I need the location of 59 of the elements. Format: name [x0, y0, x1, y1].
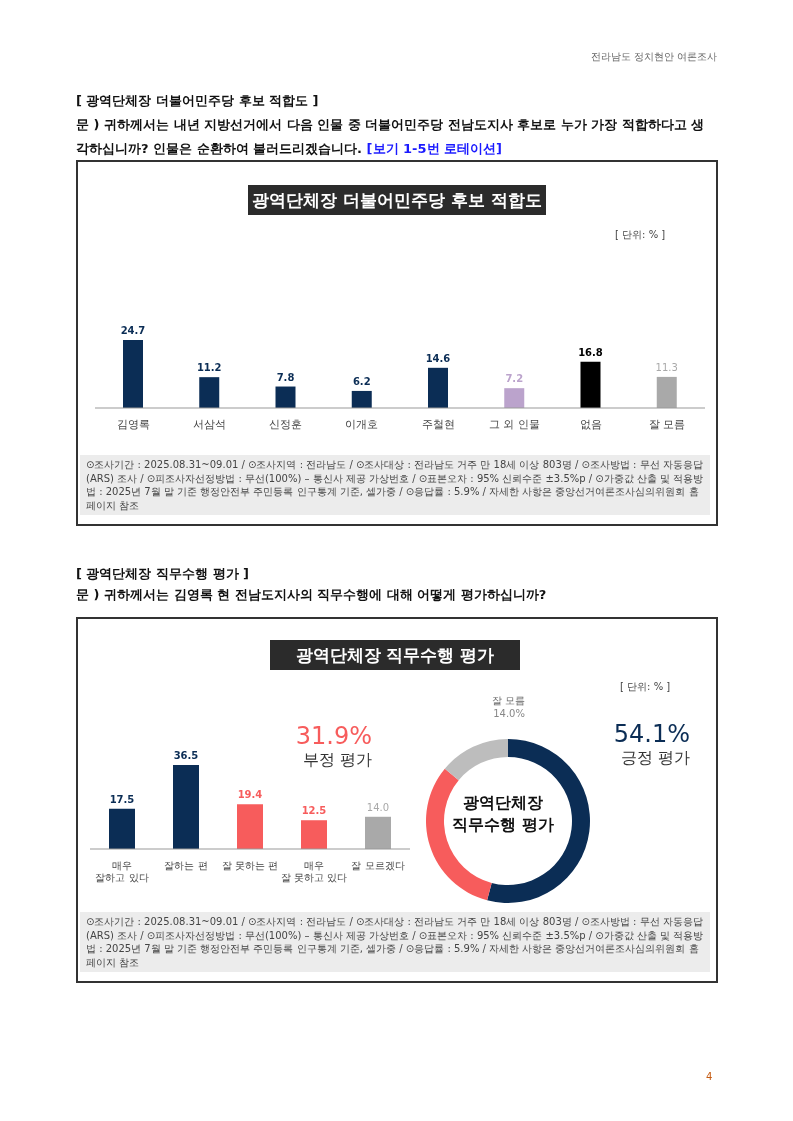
data-label: 14.0% — [492, 707, 525, 720]
data-label: 16.8 — [578, 346, 603, 358]
donut-slice — [444, 739, 508, 781]
text: [보기 1-5번 로테이션] — [366, 141, 503, 156]
data-label: 54.1% — [612, 720, 690, 748]
x-tick-label: 잘 모르겠다 — [351, 860, 405, 871]
slice-label: 긍정 평가 — [619, 748, 690, 768]
bar — [656, 376, 677, 408]
x-tick-label: 매우 잘하고 있다 — [95, 860, 149, 883]
bar — [173, 765, 199, 849]
data-label: 6.2 — [352, 375, 371, 387]
x-tick-label: 김영록 — [116, 418, 150, 431]
slice-label: 부정 평가 — [301, 750, 372, 770]
bar — [123, 340, 143, 408]
bar — [301, 820, 327, 849]
x-tick-label: 매우 잘 못하고 있다 — [280, 860, 348, 883]
x-tick-label: 잘 못하는 편 — [221, 860, 279, 871]
slice-label: 잘 모름 — [490, 694, 525, 707]
data-label: 12.5 — [301, 805, 327, 817]
text: ⊙조사기간 : 2025.08.31~09.01 / ⊙조사지역 : 전라남도 / ⊙조사대상 : 전라남도 거주 만 18세 이상 803명 / ⊙조사방법 : 무선 자동응답(ARS) 조사 / ⊙피조사자선정방법 : 무선(100%) – 통신사 제공 가상번호 / ⊙표본오차 : 95% 신뢰수준 ±3.5%p / ⊙가중값 산출 및 적용방법 : 2025년 7월 말 기준 행정안전부 주민등록 인구통계 기준, 셀가중 / ⊙응답률 : 5.9% / 자세한 사항은 중앙선거여론조사심의위원회 홈페이지 참조 — [80, 912, 710, 972]
bar — [365, 816, 391, 849]
data-label: 7.2 — [505, 373, 524, 385]
bar — [428, 367, 448, 408]
x-tick-label: 주철현 — [421, 418, 455, 431]
bar — [504, 388, 525, 408]
text: [ 광역단체장 직무수행 평가 ] — [76, 565, 249, 583]
x-tick-label: 그 외 인물 — [488, 418, 540, 431]
text: 문 ) 귀하께서는 김영록 현 전남도지사의 직무수행에 대해 어떻게 평가하십니까? — [76, 586, 547, 604]
text: 전라남도 정치현안 여론조사 — [590, 50, 717, 64]
bar — [237, 804, 263, 849]
data-label: 31.9% — [294, 722, 372, 750]
text: 4 — [706, 1071, 713, 1082]
data-label: 14.0 — [366, 801, 390, 813]
text: 광역단체장 직무수행 평가 — [451, 792, 555, 836]
text: [ 단위: % ] — [615, 228, 666, 242]
x-tick-label: 이개호 — [345, 418, 379, 431]
bar — [199, 377, 220, 408]
text: ⊙조사기간 : 2025.08.31~09.01 / ⊙조사지역 : 전라남도 / ⊙조사대상 : 전라남도 거주 만 18세 이상 803명 / ⊙조사방법 : 무선 자동응답(ARS) 조사 / ⊙피조사자선정방법 : 무선(100%) – 통신사 제공 가상번호 / ⊙표본오차 : 95% 신뢰수준 ±3.5%p / ⊙가중값 산출 및 적용방법 : 2025년 7월 말 기준 행정안전부 주민등록 인구통계 기준, 셀가중 / ⊙응답률 : 5.9% / 자세한 사항은 중앙선거여론조사심의위원회 홈페이지 참조 — [80, 455, 710, 515]
x-tick-label: 잘하는 편 — [164, 860, 208, 871]
text: [ 단위: % ] — [620, 680, 671, 694]
data-label: 19.4 — [237, 789, 263, 801]
data-label: 24.7 — [120, 325, 146, 336]
x-tick-label: 없음 — [579, 418, 602, 431]
data-label: 11.2 — [196, 362, 222, 374]
x-tick-label: 서삼석 — [192, 418, 226, 431]
x-tick-label: 신정훈 — [269, 418, 303, 431]
bar — [351, 390, 372, 408]
data-label: 11.3 — [655, 361, 678, 373]
bar — [109, 808, 135, 849]
x-tick-label: 잘 모름 — [648, 418, 686, 431]
chart-title: 광역단체장 직무수행 평가 — [270, 640, 520, 670]
bar — [275, 386, 296, 408]
data-label: 17.5 — [109, 793, 135, 805]
chart-title: 광역단체장 더불어민주당 후보 적합도 — [248, 185, 546, 215]
text: [ 광역단체장 더불어민주당 후보 적합도 ] — [76, 92, 319, 110]
bar — [580, 361, 601, 408]
data-label: 14.6 — [425, 352, 451, 364]
data-label: 7.8 — [276, 371, 295, 383]
data-label: 36.5 — [173, 750, 199, 761]
